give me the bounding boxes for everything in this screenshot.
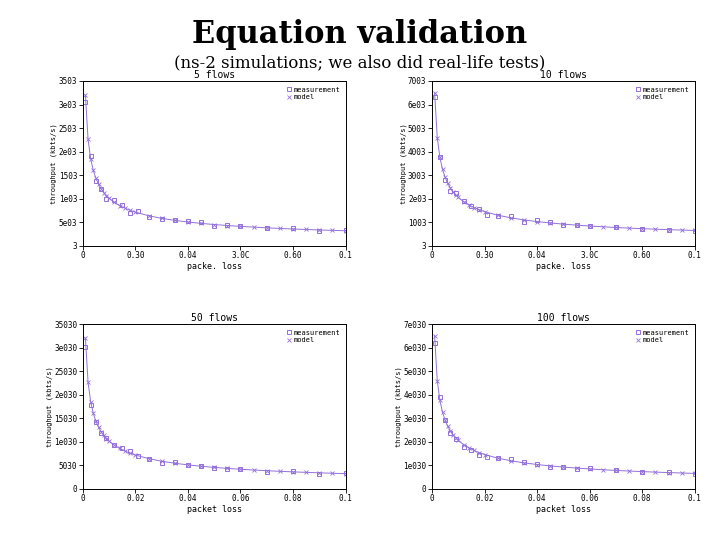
Title: 10 flows: 10 flows — [540, 70, 587, 80]
X-axis label: packe. loss: packe. loss — [186, 262, 242, 271]
X-axis label: packe. loss: packe. loss — [536, 262, 591, 271]
Y-axis label: throughput (kbts/s): throughput (kbts/s) — [51, 123, 58, 204]
X-axis label: packet loss: packet loss — [536, 505, 591, 514]
Title: 5 flows: 5 flows — [194, 70, 235, 80]
X-axis label: packet loss: packet loss — [186, 505, 242, 514]
Legend: measurement, model: measurement, model — [634, 327, 691, 345]
Title: 50 flows: 50 flows — [191, 313, 238, 323]
Title: 100 flows: 100 flows — [537, 313, 590, 323]
Legend: measurement, model: measurement, model — [284, 84, 342, 102]
Y-axis label: throughput (kbts/s): throughput (kbts/s) — [46, 366, 53, 447]
Text: (ns-2 simulations; we also did real-life tests): (ns-2 simulations; we also did real-life… — [174, 54, 546, 71]
Legend: measurement, model: measurement, model — [284, 327, 342, 345]
Legend: measurement, model: measurement, model — [634, 84, 691, 102]
Y-axis label: throughput (kbts/s): throughput (kbts/s) — [395, 366, 402, 447]
Y-axis label: throughput (kbts/s): throughput (kbts/s) — [400, 123, 407, 204]
Text: Equation validation: Equation validation — [192, 19, 528, 50]
